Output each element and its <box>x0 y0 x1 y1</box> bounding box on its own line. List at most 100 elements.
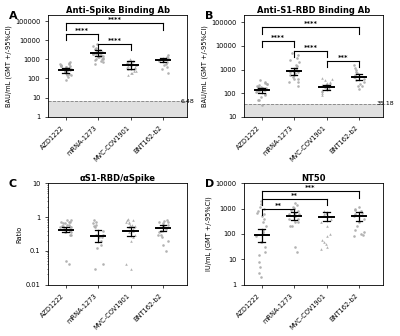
Point <box>67 218 74 223</box>
Point <box>264 81 270 87</box>
Point <box>67 220 73 225</box>
Point <box>58 223 65 228</box>
Point <box>354 71 360 76</box>
Point <box>254 88 261 94</box>
Point <box>125 63 131 69</box>
Point <box>124 59 130 65</box>
Point <box>62 69 68 75</box>
Point <box>68 72 74 78</box>
Point <box>356 86 362 92</box>
Point <box>99 49 105 55</box>
Point <box>259 86 266 91</box>
Point <box>290 68 297 73</box>
Point <box>164 55 171 60</box>
Point <box>68 230 74 235</box>
Point <box>257 78 263 83</box>
Point <box>97 47 103 53</box>
Point <box>100 228 106 233</box>
Point <box>66 222 72 227</box>
Point <box>130 68 137 74</box>
Point <box>160 222 167 227</box>
Point <box>361 79 367 85</box>
Point <box>352 67 359 72</box>
Point <box>295 79 301 85</box>
Point <box>63 64 70 70</box>
Y-axis label: Ratio: Ratio <box>17 225 23 243</box>
Point <box>125 224 132 230</box>
Point <box>122 262 129 267</box>
Point <box>100 262 106 267</box>
Point <box>321 208 327 214</box>
Point <box>127 56 134 62</box>
Point <box>294 249 300 254</box>
Point <box>125 67 132 72</box>
Point <box>165 238 171 243</box>
Point <box>165 53 171 58</box>
Point <box>58 63 65 69</box>
Point <box>160 57 166 62</box>
Text: ****: **** <box>303 22 317 28</box>
Point <box>64 68 70 74</box>
Point <box>67 67 73 73</box>
Point <box>68 224 74 230</box>
Point <box>295 208 302 214</box>
Point <box>92 57 98 63</box>
Point <box>128 238 134 243</box>
Point <box>96 235 102 240</box>
Point <box>58 220 64 225</box>
Point <box>292 71 298 76</box>
Point <box>255 97 261 103</box>
Point <box>327 79 333 85</box>
Point <box>291 76 298 82</box>
Point <box>262 91 269 97</box>
Point <box>320 212 327 217</box>
Text: 6.48: 6.48 <box>181 98 195 103</box>
Point <box>93 42 100 47</box>
Point <box>128 70 134 75</box>
Point <box>100 59 106 65</box>
Point <box>126 220 132 225</box>
Y-axis label: BAU/mL (GMT +/-95%CI): BAU/mL (GMT +/-95%CI) <box>202 25 208 107</box>
Point <box>358 208 365 214</box>
Text: ****: **** <box>107 38 121 44</box>
Point <box>62 68 68 74</box>
Point <box>94 49 100 54</box>
Point <box>93 222 100 227</box>
Text: ****: **** <box>303 45 317 51</box>
Point <box>63 70 69 75</box>
Point <box>126 230 132 235</box>
Point <box>262 245 268 250</box>
Point <box>133 62 139 68</box>
Point <box>158 228 164 233</box>
Point <box>160 242 166 248</box>
Point <box>98 56 105 62</box>
Point <box>262 249 268 254</box>
Point <box>292 219 298 224</box>
Point <box>286 212 292 217</box>
Point <box>99 235 105 240</box>
Point <box>291 72 298 77</box>
Point <box>130 235 136 240</box>
Point <box>125 72 132 78</box>
Point <box>60 221 66 226</box>
Point <box>64 222 70 227</box>
Point <box>262 224 269 229</box>
Point <box>292 62 299 68</box>
Point <box>327 80 333 85</box>
Point <box>257 198 264 204</box>
Point <box>295 216 301 221</box>
Point <box>323 241 330 247</box>
Point <box>128 61 134 66</box>
Text: B: B <box>205 11 213 21</box>
Point <box>92 224 98 230</box>
Point <box>132 65 138 71</box>
Point <box>90 43 96 49</box>
Point <box>260 227 266 232</box>
Point <box>292 210 298 215</box>
Point <box>257 204 264 209</box>
Point <box>353 224 360 229</box>
Point <box>130 67 137 72</box>
Point <box>62 221 68 226</box>
Y-axis label: BAU/mL (GMT +/-95%CI): BAU/mL (GMT +/-95%CI) <box>6 25 12 107</box>
Point <box>93 220 99 225</box>
